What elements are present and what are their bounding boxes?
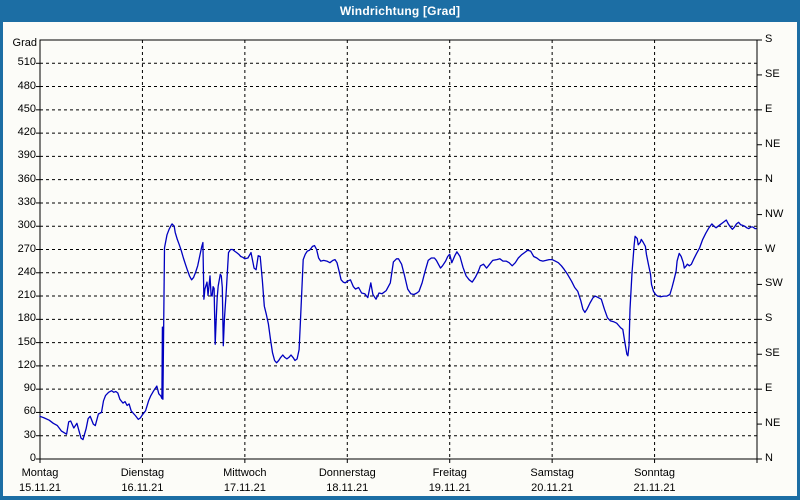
chart-area [3,22,797,496]
window-title: Windrichtung [Grad] [339,4,461,18]
window-titlebar: Windrichtung [Grad] [0,0,800,22]
plot-frame [39,39,758,460]
wind-direction-line [39,219,757,441]
